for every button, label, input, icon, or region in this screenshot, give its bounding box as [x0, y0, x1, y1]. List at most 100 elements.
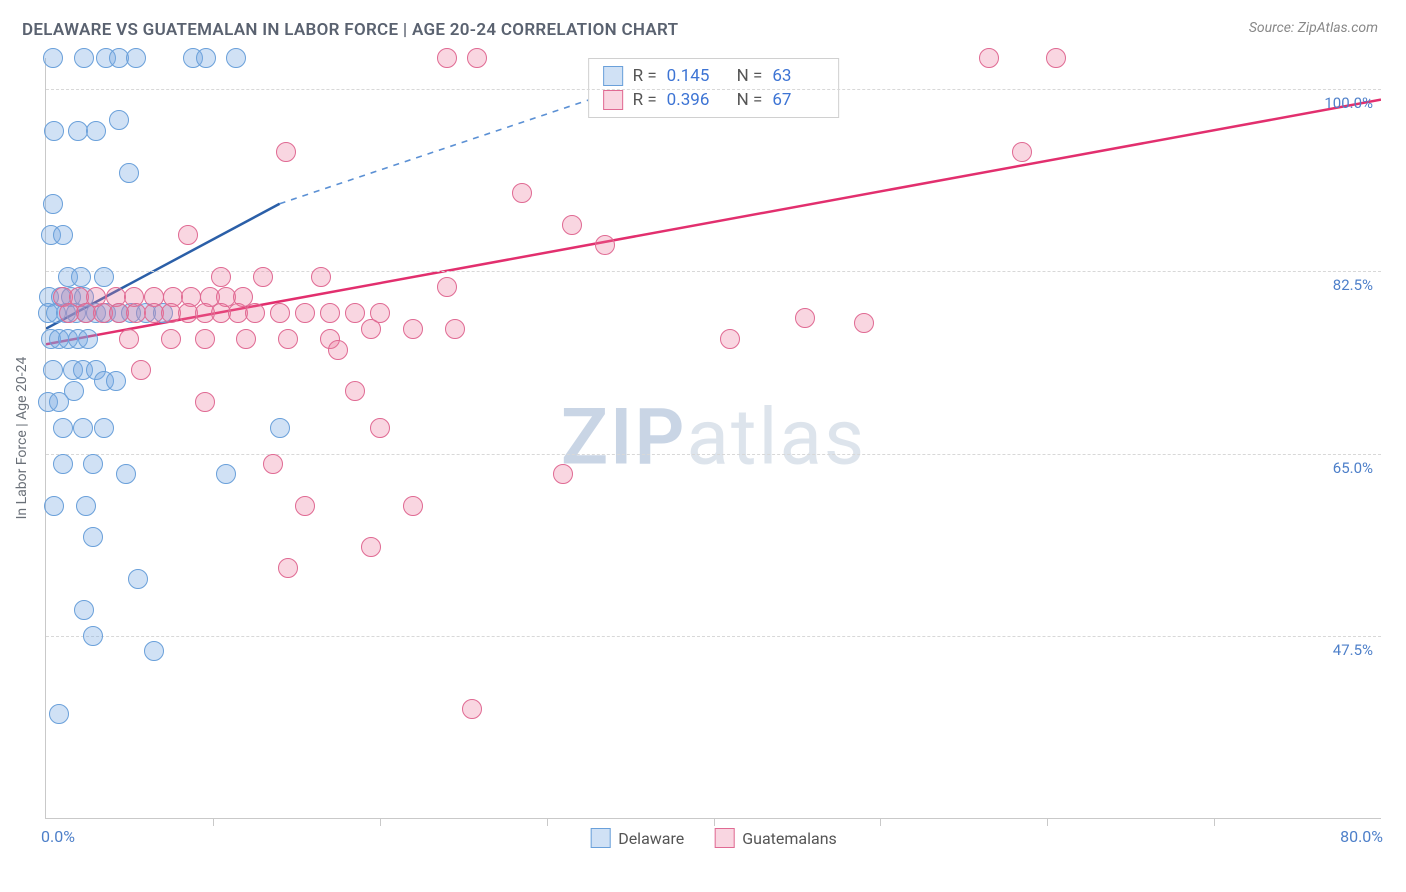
scatter-point — [144, 641, 164, 661]
stat-n-label: N = — [737, 66, 763, 86]
scatter-point — [361, 319, 381, 339]
stat-r-value: 0.396 — [667, 90, 719, 110]
y-tick-label: 65.0% — [1333, 459, 1373, 477]
scatter-point — [126, 48, 146, 68]
scatter-point — [119, 329, 139, 349]
scatter-point — [116, 464, 136, 484]
scatter-point — [403, 319, 423, 339]
scatter-point — [94, 267, 114, 287]
x-tick — [880, 818, 881, 826]
scatter-point — [126, 303, 146, 323]
scatter-point — [795, 308, 815, 328]
legend-swatch — [590, 828, 610, 848]
scatter-point — [83, 527, 103, 547]
scatter-point — [437, 277, 457, 297]
scatter-point — [195, 329, 215, 349]
scatter-point — [86, 121, 106, 141]
scatter-point — [119, 163, 139, 183]
scatter-point — [83, 454, 103, 474]
stats-box: R = 0.145 N = 63 R = 0.396 N = 67 — [588, 58, 840, 118]
stat-n-label: N = — [737, 90, 763, 110]
bottom-legend: Delaware Guatemalans — [590, 828, 837, 848]
scatter-point — [270, 418, 290, 438]
x-tick — [213, 818, 214, 826]
legend-swatch — [603, 66, 623, 86]
scatter-point — [403, 496, 423, 516]
scatter-point — [53, 454, 73, 474]
scatter-point — [78, 329, 98, 349]
legend-label: Delaware — [618, 829, 684, 848]
scatter-point — [276, 142, 296, 162]
y-tick-label: 100.0% — [1324, 94, 1373, 112]
scatter-point — [94, 418, 114, 438]
scatter-point — [73, 418, 93, 438]
grid-line — [46, 271, 1381, 272]
scatter-point — [311, 267, 331, 287]
source-label: Source: ZipAtlas.com — [1249, 20, 1378, 36]
scatter-point — [437, 48, 457, 68]
legend-swatch — [714, 828, 734, 848]
x-tick — [1214, 818, 1215, 826]
scatter-point — [854, 313, 874, 333]
scatter-point — [161, 329, 181, 349]
scatter-point — [295, 303, 315, 323]
scatter-point — [253, 267, 273, 287]
scatter-point — [445, 319, 465, 339]
grid-line — [46, 89, 1381, 90]
scatter-point — [106, 371, 126, 391]
legend-swatch — [603, 90, 623, 110]
scatter-point — [226, 48, 246, 68]
scatter-point — [74, 600, 94, 620]
scatter-point — [462, 699, 482, 719]
scatter-point — [216, 464, 236, 484]
scatter-point — [83, 626, 103, 646]
scatter-point — [467, 48, 487, 68]
scatter-point — [270, 303, 290, 323]
x-axis-max-label: 80.0% — [1340, 827, 1383, 846]
scatter-point — [44, 496, 64, 516]
stat-n-value: 63 — [772, 66, 824, 86]
scatter-point — [74, 48, 94, 68]
scatter-point — [720, 329, 740, 349]
stat-n-value: 67 — [772, 90, 824, 110]
scatter-point — [195, 392, 215, 412]
scatter-point — [278, 558, 298, 578]
scatter-point — [211, 267, 231, 287]
stats-row: R = 0.145 N = 63 — [603, 64, 825, 88]
grid-line — [46, 636, 1381, 637]
scatter-point — [295, 496, 315, 516]
scatter-point — [178, 225, 198, 245]
scatter-point — [345, 303, 365, 323]
scatter-point — [345, 381, 365, 401]
stat-r-label: R = — [633, 66, 657, 86]
legend-item: Guatemalans — [714, 828, 837, 848]
scatter-point — [512, 183, 532, 203]
x-tick — [380, 818, 381, 826]
scatter-point — [109, 110, 129, 130]
scatter-point — [361, 537, 381, 557]
scatter-point — [278, 329, 298, 349]
x-tick — [1047, 818, 1048, 826]
y-tick-label: 47.5% — [1333, 641, 1373, 659]
scatter-point — [76, 496, 96, 516]
legend-label: Guatemalans — [742, 829, 837, 848]
scatter-point — [328, 340, 348, 360]
scatter-point — [128, 569, 148, 589]
x-tick — [547, 818, 548, 826]
scatter-point — [53, 418, 73, 438]
scatter-point — [979, 48, 999, 68]
x-tick — [714, 818, 715, 826]
scatter-point — [1012, 142, 1032, 162]
trend-lines — [46, 58, 1381, 818]
scatter-point — [245, 303, 265, 323]
stat-r-label: R = — [633, 90, 657, 110]
y-axis-title: In Labor Force | Age 20-24 — [14, 357, 30, 520]
scatter-point — [43, 360, 63, 380]
scatter-point — [53, 225, 73, 245]
scatter-point — [562, 215, 582, 235]
scatter-point — [68, 121, 88, 141]
scatter-point — [263, 454, 283, 474]
stat-r-value: 0.145 — [667, 66, 719, 86]
scatter-point — [43, 48, 63, 68]
watermark: ZIPatlas — [561, 393, 866, 484]
